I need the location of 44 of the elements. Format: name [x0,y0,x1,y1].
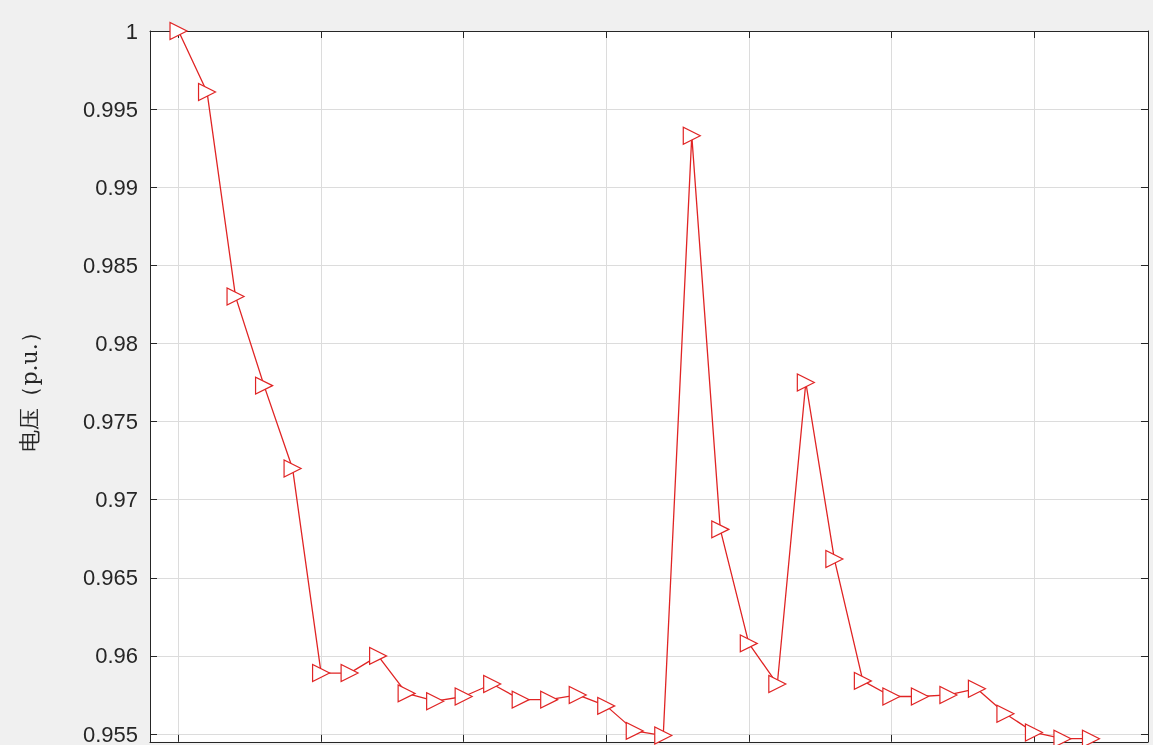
point [939,685,958,705]
point [254,376,274,395]
point [454,687,473,706]
point [910,687,929,706]
y-tick-label: 0.99 [95,174,138,200]
point [1053,729,1072,745]
point [340,663,359,683]
y-tick-label: 0.98 [95,330,138,356]
y-tick-label: 0.975 [82,409,138,435]
point [226,287,245,306]
point [397,684,416,703]
y-tick-label: 1 [125,18,138,44]
y-tick-label: 0.965 [82,565,138,591]
point [768,674,787,694]
point [568,685,587,705]
y-tick-label: 0.96 [95,643,138,669]
point [996,704,1015,723]
point [511,690,530,709]
point [540,690,559,709]
point [311,663,331,683]
y-tick-label: 0.995 [82,96,138,122]
point [1024,723,1044,742]
point [882,687,901,706]
y-tick-label: 0.955 [82,721,138,745]
point [654,726,673,745]
point [426,692,445,711]
point [197,82,217,102]
point [967,679,987,698]
point [169,21,188,41]
y-tick-label: 0.985 [82,252,138,278]
point [283,459,302,478]
point [1081,729,1101,745]
y-tick-label: 0.97 [95,487,138,513]
point [739,634,758,653]
point [853,671,872,690]
point [597,696,616,715]
point [825,549,844,569]
point [711,520,730,539]
point [682,126,701,145]
y-axis-title: 电压（p.u.） [16,321,42,452]
point [369,646,388,665]
point [625,721,644,740]
point [796,373,815,392]
point [483,674,502,694]
